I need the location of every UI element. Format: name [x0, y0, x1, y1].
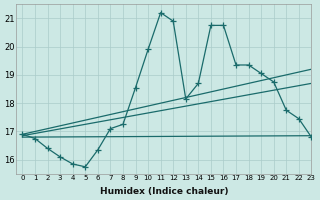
X-axis label: Humidex (Indice chaleur): Humidex (Indice chaleur)	[100, 187, 228, 196]
